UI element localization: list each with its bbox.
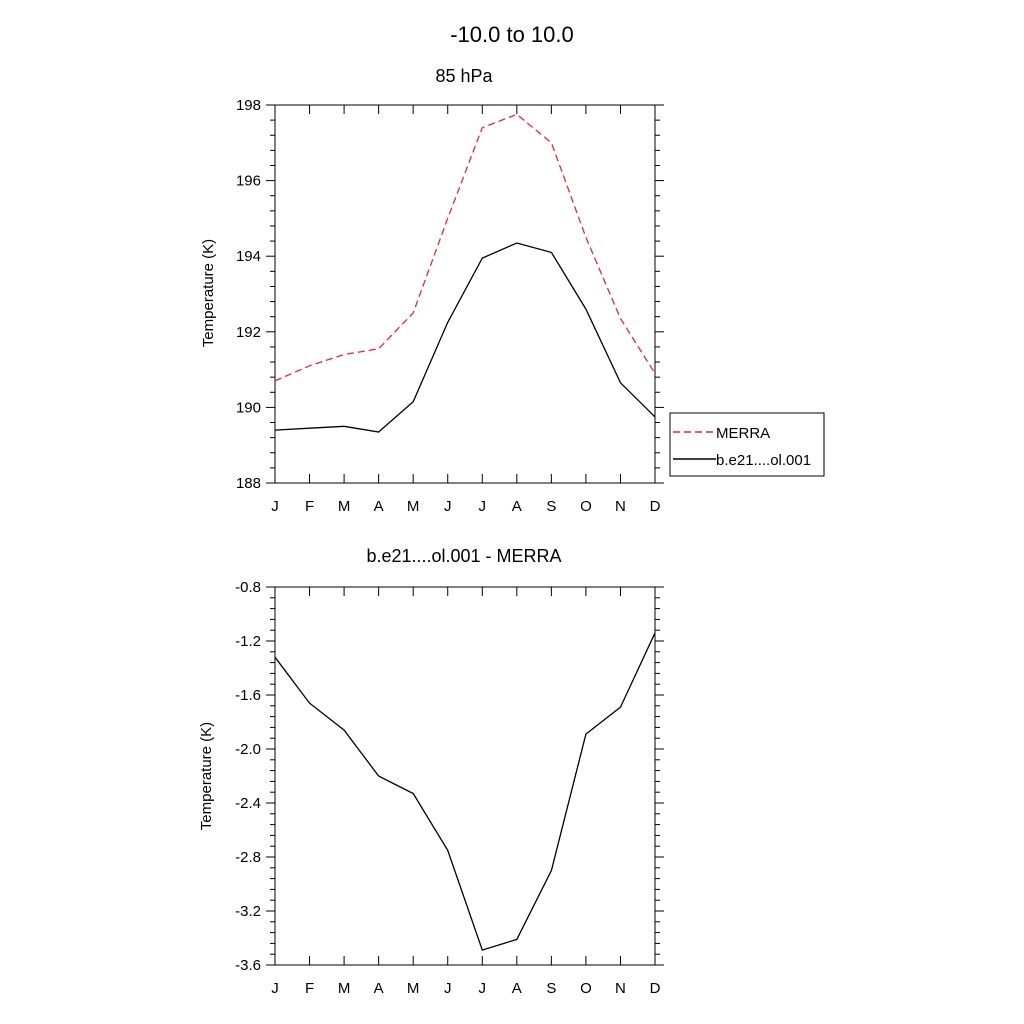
y-tick-label: 190	[236, 399, 261, 416]
difference-panel: b.e21....ol.001 - MERRA Temperature (K) …	[198, 546, 664, 997]
x-tick-label: S	[546, 498, 556, 515]
plot-frame	[274, 586, 656, 966]
series-line-0	[274, 632, 656, 951]
y-tick-label: -1.6	[235, 687, 261, 704]
series-line-0	[274, 113, 656, 382]
y-tick-label: -3.6	[235, 957, 261, 974]
y-tick-label: -1.2	[235, 633, 261, 650]
plot-marks: J F M A M J J A S O N D 188 190 192 194 196 198	[236, 97, 664, 515]
x-tick-label: J	[271, 980, 279, 997]
x-tick-label: N	[615, 980, 626, 997]
x-tick-label: N	[615, 498, 626, 515]
y-tick-label: -2.0	[235, 741, 261, 758]
panel-title: 85 hPa	[435, 66, 493, 86]
x-tick-label: M	[407, 980, 420, 997]
legend-label-merra: MERRA	[716, 425, 770, 442]
y-tick-label: -3.2	[235, 903, 261, 920]
x-tick-label: O	[580, 498, 592, 515]
x-tick-label: A	[512, 498, 522, 515]
legend-box	[669, 412, 825, 477]
temperature-panel: 85 hPa Temperature (K) J F M A M J J A S O N D 188 19…	[200, 66, 825, 515]
x-tick-label: J	[444, 980, 452, 997]
x-tick-label: J	[479, 980, 487, 997]
x-tick-label: M	[338, 980, 351, 997]
x-tick-label: F	[305, 498, 314, 515]
panel-title: b.e21....ol.001 - MERRA	[366, 546, 561, 566]
y-tick-label: 196	[236, 173, 261, 190]
x-tick-label: J	[271, 498, 279, 515]
y-tick-label: 188	[236, 475, 261, 492]
y-tick-label: -2.4	[235, 795, 261, 812]
y-axis-label: Temperature (K)	[198, 722, 215, 830]
plot-marks: J F M A M J J A S O N D -3.6 -3.2 -2.8 -2.4 -2.0 -1.6 -1.2…	[235, 579, 664, 997]
legend-label-model: b.e21....ol.001	[716, 452, 811, 469]
x-tick-label: J	[444, 498, 452, 515]
figure-title: -10.0 to 10.0	[450, 22, 574, 47]
y-tick-label: -2.8	[235, 849, 261, 866]
x-tick-label: D	[650, 498, 661, 515]
y-tick-label: 192	[236, 324, 261, 341]
x-tick-label: S	[546, 980, 556, 997]
x-tick-label: F	[305, 980, 314, 997]
y-axis-label: Temperature (K)	[200, 239, 217, 347]
x-tick-label: A	[374, 980, 384, 997]
y-tick-label: -0.8	[235, 579, 261, 596]
x-tick-label: A	[374, 498, 384, 515]
x-tick-label: O	[580, 980, 592, 997]
y-tick-label: 198	[236, 97, 261, 114]
plot-frame	[274, 104, 656, 484]
x-tick-label: M	[407, 498, 420, 515]
x-tick-label: A	[512, 980, 522, 997]
x-tick-label: J	[479, 498, 487, 515]
legend: MERRA b.e21....ol.001	[669, 412, 825, 477]
x-tick-label: D	[650, 980, 661, 997]
series-line-1	[274, 242, 656, 433]
y-tick-label: 194	[236, 248, 261, 265]
x-tick-label: M	[338, 498, 351, 515]
